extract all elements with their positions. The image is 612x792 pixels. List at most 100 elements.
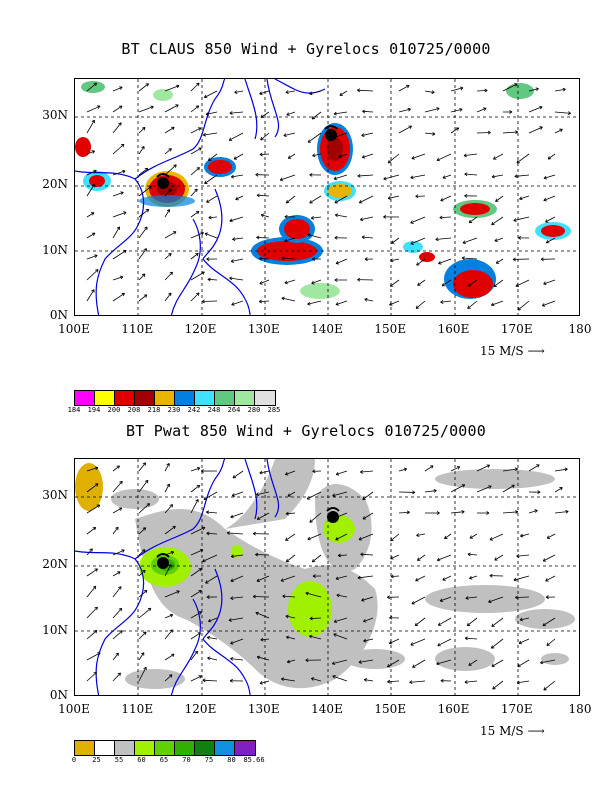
wind-arrowhead [411,156,415,160]
wind-arrowhead [559,487,563,491]
wind-arrow [206,532,218,535]
wind-arrow [86,671,97,682]
wind-arrowhead [198,147,202,151]
wind-arrow [440,596,452,602]
wind-arrowhead [252,531,256,536]
wind-arrow [309,90,322,95]
wind-arrowhead [116,465,120,469]
wind-arrowhead [168,292,172,297]
wind-arrowhead [406,84,410,89]
wind-arrowhead [284,280,288,285]
legend-label: 0 [71,756,77,764]
x-label-180: 180 [568,322,592,336]
wind-arrowhead [516,554,520,558]
wind-arrow [466,617,478,627]
wind-arrow [305,592,322,598]
wind-arrow [259,680,270,684]
wind-arrowhead [358,660,362,664]
wind-arrow [335,533,348,541]
wind-arrow [362,491,374,501]
wind-arrow [476,107,487,113]
wind-arrowhead [233,156,237,160]
wind-arrowhead [390,556,394,560]
wind-arrow [280,575,296,582]
wind-arrow [286,111,296,116]
wind-arrowhead [518,236,522,240]
wind-arrowhead [260,114,264,118]
wind-arrowhead [118,586,122,590]
wind-arrowhead [119,630,123,634]
wind-scale-label: 15 M/S [480,724,524,738]
wind-arrowhead [440,678,444,683]
wind-arrow [286,554,296,563]
wind-arrow [412,659,426,668]
wind-arrowhead [543,687,547,691]
wind-arrow [502,83,518,92]
wind-arrowhead [206,635,211,640]
wind-arrow [138,590,148,598]
wind-arrow [112,122,122,134]
wind-arrow [204,90,218,98]
wind-arrowhead [140,652,145,656]
wind-arrowhead [259,91,263,96]
wind-arrowhead [491,663,495,667]
x-label-160e: 160E [437,322,470,336]
wind-arrowhead [311,116,316,120]
wind-arrowhead [259,256,263,261]
wind-arrowhead [360,470,364,474]
wind-arrowhead [229,111,233,115]
wind-arrow [202,679,218,682]
wind-arrowhead [543,175,547,180]
wind-arrowhead [206,531,210,536]
wind-arrowhead [285,511,289,516]
wind-arrow [398,468,407,472]
wind-arrowhead [230,259,235,263]
legend-swatch [175,391,195,405]
legend-swatch [175,741,195,755]
wind-arrowhead [93,169,97,174]
wind-arrowhead [199,548,204,553]
x-label-150e: 150E [374,702,407,716]
wind-arrow [416,533,426,536]
wind-arrow [361,236,374,239]
wind-arrowhead [432,132,436,136]
wind-arrow [438,617,452,626]
wind-arrowhead [196,82,200,87]
wind-arrow [86,105,101,113]
wind-arrow [409,680,426,683]
wind-arrow [387,153,400,164]
wind-arrowhead [286,112,290,116]
wind-arrowhead [93,630,98,634]
wind-arrowhead [383,176,387,181]
wind-arrowhead [541,303,546,307]
wind-arrow [285,533,296,541]
wind-arrow [86,170,97,176]
wind-arrowhead [357,174,361,178]
wind-arrow [516,680,530,684]
wind-arrow [450,87,464,92]
wind-arrow [231,554,244,557]
wind-arrow [207,278,218,281]
wind-arrow [389,638,400,644]
wind-arrow [164,504,173,514]
wind-arrow [411,153,426,160]
wind-arrowhead [148,185,152,190]
wind-arrow [495,195,504,202]
wind-arrowhead [430,465,434,469]
wind-arrow [112,630,123,640]
wind-arrow [542,554,556,562]
wind-arrow [488,596,504,603]
wind-arrowhead [259,152,263,157]
wind-arrowhead [358,537,363,541]
wind-arrow [309,512,322,523]
wind-arrowhead [456,466,461,470]
wind-arrowhead [363,638,367,643]
wind-arrow [494,554,504,561]
wind-arrowhead [543,197,547,202]
wind-arrow [204,232,218,239]
wind-arrow [517,300,530,311]
wind-arrowhead [387,664,391,668]
wind-arrow [164,614,173,619]
wind-arrowhead [305,658,309,663]
wind-arrow [363,617,374,622]
